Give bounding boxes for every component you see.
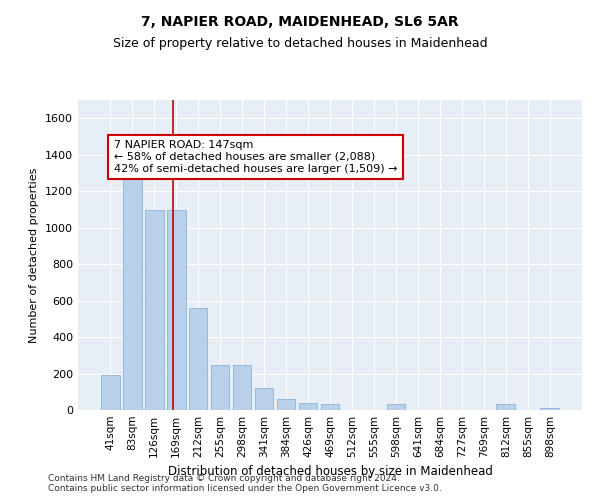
Bar bbox=[123, 178, 142, 410]
Bar bbox=[496, 404, 515, 410]
Text: Contains HM Land Registry data © Crown copyright and database right 2024.: Contains HM Land Registry data © Crown c… bbox=[48, 474, 400, 483]
Bar bbox=[255, 388, 274, 410]
Text: Contains public sector information licensed under the Open Government Licence v3: Contains public sector information licen… bbox=[48, 484, 442, 493]
Bar bbox=[233, 366, 251, 410]
Bar bbox=[386, 404, 405, 410]
Text: 7 NAPIER ROAD: 147sqm
← 58% of detached houses are smaller (2,088)
42% of semi-d: 7 NAPIER ROAD: 147sqm ← 58% of detached … bbox=[113, 140, 397, 173]
Bar bbox=[167, 210, 185, 410]
Text: 7, NAPIER ROAD, MAIDENHEAD, SL6 5AR: 7, NAPIER ROAD, MAIDENHEAD, SL6 5AR bbox=[141, 15, 459, 29]
Bar bbox=[211, 366, 229, 410]
Y-axis label: Number of detached properties: Number of detached properties bbox=[29, 168, 40, 342]
Text: Size of property relative to detached houses in Maidenhead: Size of property relative to detached ho… bbox=[113, 38, 487, 51]
Bar bbox=[541, 408, 559, 410]
Bar bbox=[101, 376, 119, 410]
Bar bbox=[299, 402, 317, 410]
X-axis label: Distribution of detached houses by size in Maidenhead: Distribution of detached houses by size … bbox=[167, 466, 493, 478]
Bar bbox=[277, 399, 295, 410]
Bar bbox=[145, 210, 164, 410]
Bar bbox=[189, 308, 208, 410]
Bar bbox=[320, 404, 340, 410]
